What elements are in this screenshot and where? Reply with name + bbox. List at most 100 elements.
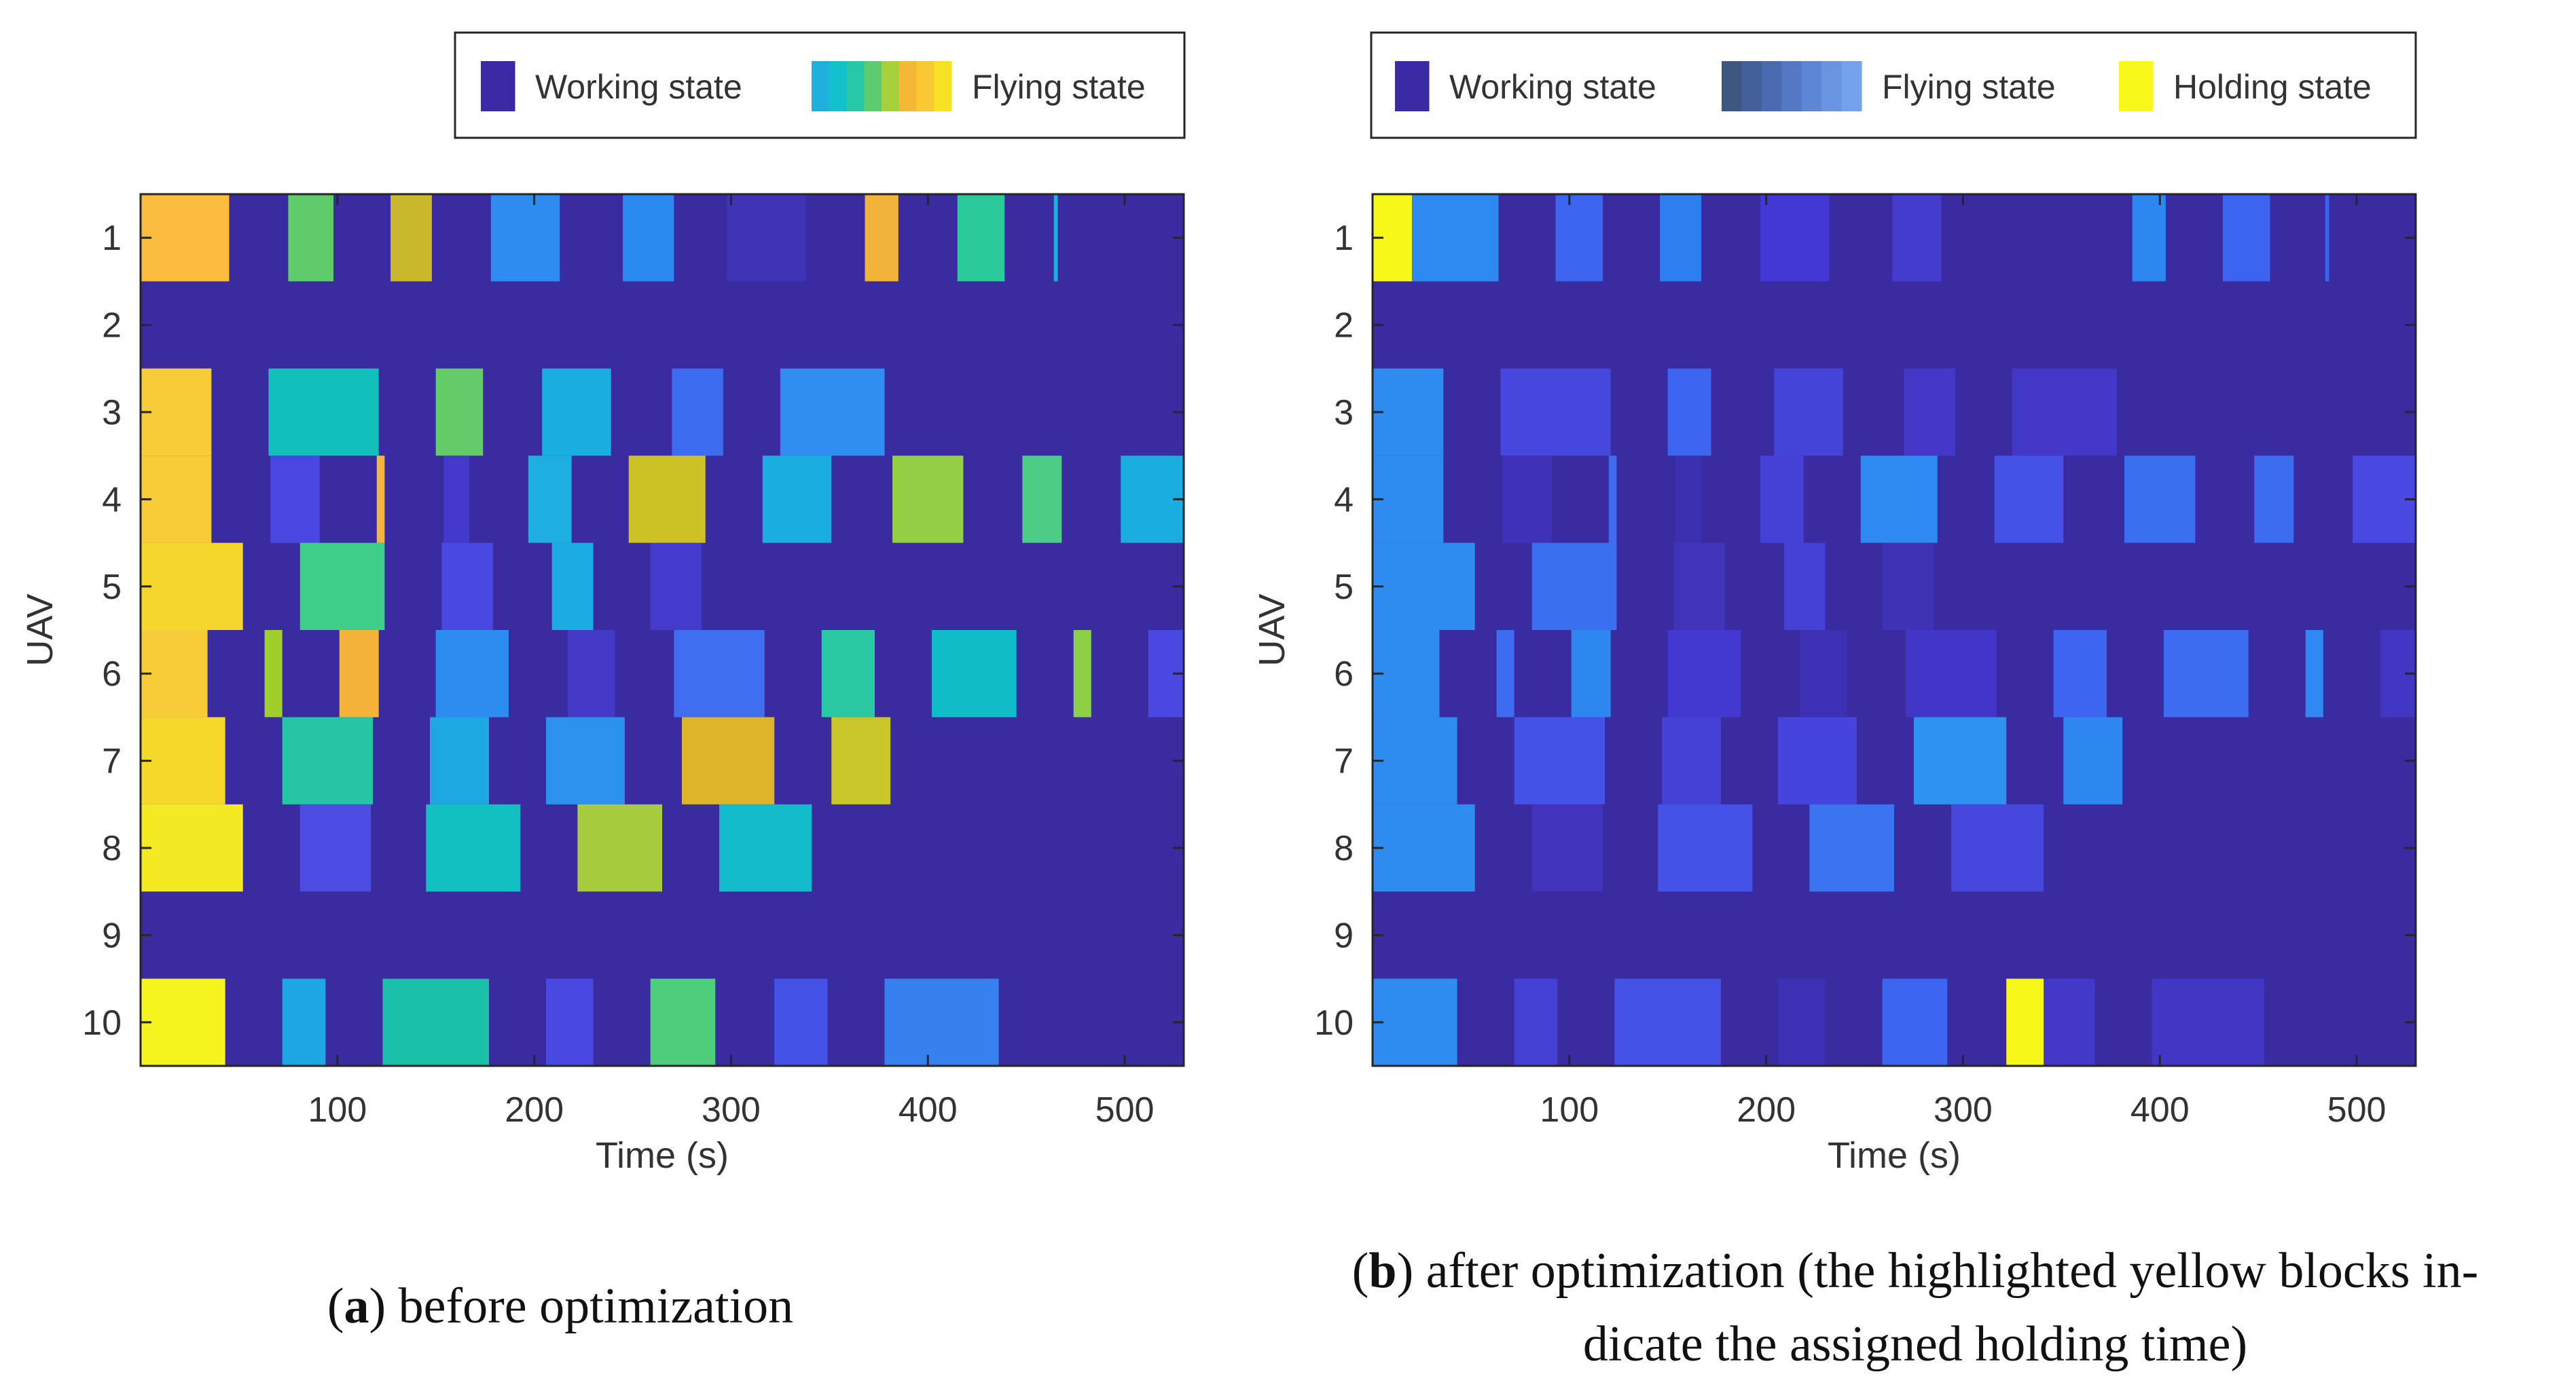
state-block-uav-7	[1514, 717, 1605, 805]
state-block-uav-1	[727, 194, 806, 282]
caption-b-text-line-2: dicate the assigned holding time)	[1582, 1316, 2248, 1372]
x-tick-label: 300	[702, 1090, 761, 1130]
x-tick-label: 400	[899, 1090, 958, 1130]
state-block-uav-4	[270, 456, 320, 543]
state-block-uav-6	[932, 630, 1017, 718]
state-block-uav-3	[1774, 368, 1843, 456]
state-block-uav-1	[1892, 194, 1942, 282]
legend-swatch-segment	[812, 61, 830, 111]
state-block-uav-10	[141, 978, 225, 1066]
state-block-uav-5	[441, 542, 493, 630]
legend-swatch-segment	[1722, 61, 1742, 111]
state-block-uav-8	[719, 804, 812, 892]
state-block-uav-10	[774, 978, 828, 1066]
state-block-uav-8	[1951, 804, 2044, 892]
legend-swatch-segment	[899, 61, 917, 111]
state-block-uav-10	[546, 978, 594, 1066]
state-block-uav-7	[1373, 717, 1457, 805]
caption-b-line-1: (b) after optimization (the highlighted …	[1352, 1243, 2479, 1299]
state-block-uav-6	[2164, 630, 2249, 718]
state-block-uav-8	[1658, 804, 1753, 892]
y-tick-label: 4	[1334, 480, 1354, 519]
state-block-uav-4	[762, 456, 832, 543]
legend-swatch-segment	[829, 61, 847, 111]
y-axis-label: UAV	[1252, 593, 1292, 666]
state-block-uav-1	[2132, 194, 2166, 282]
caption-a: (a) before optimization	[327, 1278, 794, 1334]
y-tick-label: 5	[102, 568, 122, 607]
state-block-uav-10	[1614, 978, 1721, 1066]
state-block-uav-3	[1500, 368, 1611, 456]
legend-swatch-segment	[934, 61, 952, 111]
state-block-uav-3	[268, 368, 379, 456]
state-block-uav-4	[376, 456, 385, 543]
state-block-uav-10	[2006, 978, 2044, 1066]
x-tick-label: 500	[1095, 1090, 1155, 1130]
state-block-uav-1	[2222, 194, 2270, 282]
state-block-uav-4	[528, 456, 572, 543]
y-axis-label: UAV	[20, 593, 60, 666]
legend-swatch-segment	[882, 61, 900, 111]
state-block-uav-6	[1073, 630, 1091, 718]
y-tick-label: 2	[102, 306, 122, 346]
y-tick-label: 7	[1334, 742, 1354, 781]
state-block-uav-1	[1760, 194, 1830, 282]
state-block-uav-5	[1882, 542, 1934, 630]
state-block-uav-1	[2325, 194, 2329, 282]
state-block-uav-6	[1906, 630, 1997, 718]
state-block-uav-8	[426, 804, 521, 892]
state-block-uav-4	[443, 456, 469, 543]
caption-b-label: b	[1368, 1243, 1397, 1299]
legend-swatch-segment	[846, 61, 865, 111]
state-block-uav-10	[884, 978, 999, 1066]
state-block-uav-8	[1531, 804, 1603, 892]
x-axis-label: Time (s)	[1828, 1135, 1961, 1176]
state-block-uav-1	[623, 194, 674, 282]
state-block-uav-5	[300, 542, 385, 630]
state-block-uav-7	[1913, 717, 2007, 805]
state-block-uav-7	[831, 717, 891, 805]
state-block-uav-1	[1660, 194, 1701, 282]
state-block-uav-6	[2053, 630, 2107, 718]
legend-swatch-segment	[864, 61, 882, 111]
y-tick-label: 2	[1334, 306, 1354, 346]
state-block-uav-5	[1783, 542, 1826, 630]
y-tick-label: 5	[1334, 568, 1354, 607]
state-block-uav-10	[1373, 978, 1457, 1066]
legend-swatch-segment	[1781, 61, 1802, 111]
state-block-uav-1	[391, 194, 432, 282]
state-block-uav-6	[567, 630, 615, 718]
y-tick-label: 6	[102, 654, 122, 694]
state-block-uav-10	[1882, 978, 1948, 1066]
state-block-uav-6	[1496, 630, 1514, 718]
state-block-uav-4	[1502, 456, 1552, 543]
state-block-uav-7	[141, 717, 225, 805]
state-block-uav-4	[1608, 456, 1617, 543]
legend-swatch-segment	[2119, 61, 2154, 111]
state-block-uav-6	[1799, 630, 1847, 718]
x-axis-label: Time (s)	[596, 1135, 729, 1176]
legend-swatch-segment	[916, 61, 935, 111]
legend-swatch-segment	[1761, 61, 1782, 111]
y-tick-label: 6	[1334, 654, 1354, 694]
state-block-uav-5	[1531, 542, 1617, 630]
state-block-uav-8	[141, 804, 243, 892]
state-block-uav-1	[1555, 194, 1603, 282]
state-block-uav-4	[1675, 456, 1701, 543]
y-tick-label: 1	[1334, 219, 1354, 258]
state-block-uav-4	[892, 456, 964, 543]
state-block-uav-1	[1411, 194, 1499, 282]
legend-label: Holding state	[2173, 68, 2372, 106]
x-tick-label: 300	[1934, 1090, 1993, 1130]
state-block-uav-4	[1022, 456, 1062, 543]
state-block-uav-10	[282, 978, 326, 1066]
y-tick-label: 3	[102, 393, 122, 432]
state-block-uav-8	[300, 804, 371, 892]
state-block-uav-3	[141, 368, 212, 456]
legend-swatch-segment	[1821, 61, 1843, 111]
y-tick-label: 9	[102, 916, 122, 955]
state-block-uav-3	[542, 368, 611, 456]
state-block-uav-10	[650, 978, 716, 1066]
state-block-uav-4	[1373, 456, 1444, 543]
